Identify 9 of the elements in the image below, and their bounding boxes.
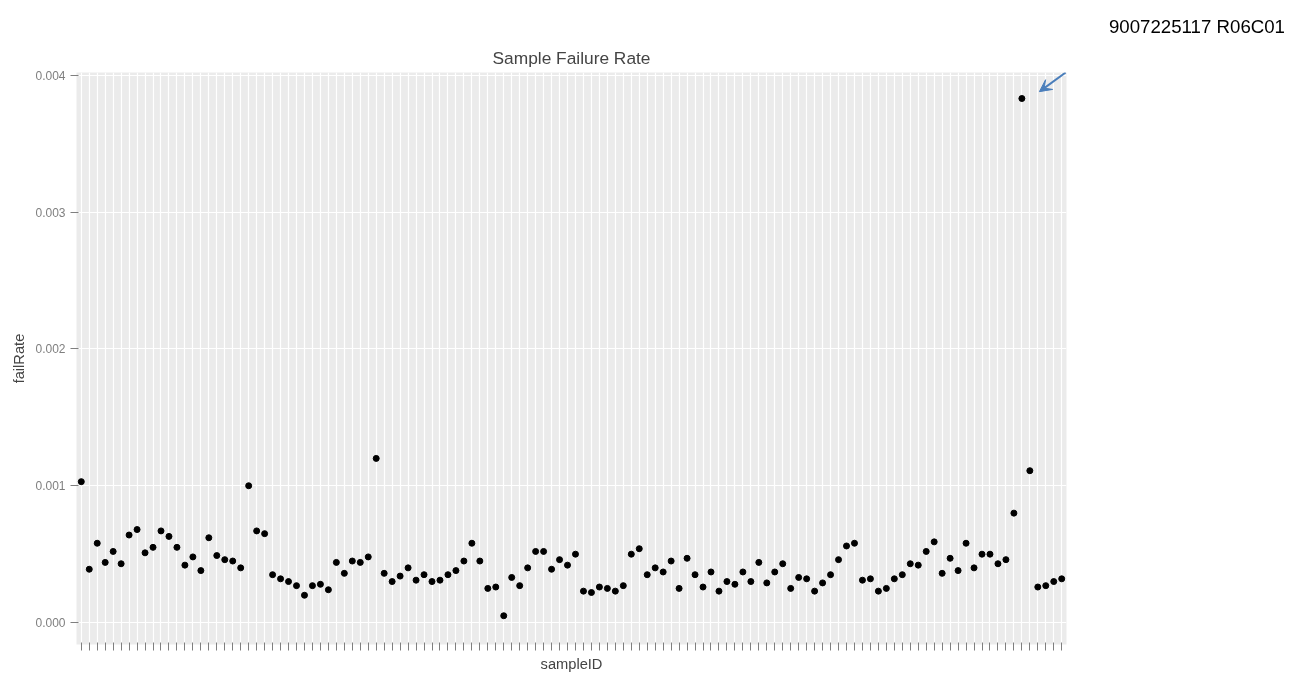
- y-tick-label: 0.002: [35, 342, 66, 357]
- y-tick-label: 0.004: [35, 68, 66, 83]
- chart-title: Sample Failure Rate: [492, 47, 651, 68]
- y-tick-label: 0.001: [35, 479, 66, 494]
- y-axis-title: failRate: [11, 333, 28, 384]
- x-axis-title: sampleID: [540, 655, 603, 672]
- text: 9007225117 R06C01: [1108, 15, 1285, 39]
- y-tick-label: 0.000: [35, 616, 66, 631]
- y-tick-label: 0.003: [35, 205, 66, 220]
